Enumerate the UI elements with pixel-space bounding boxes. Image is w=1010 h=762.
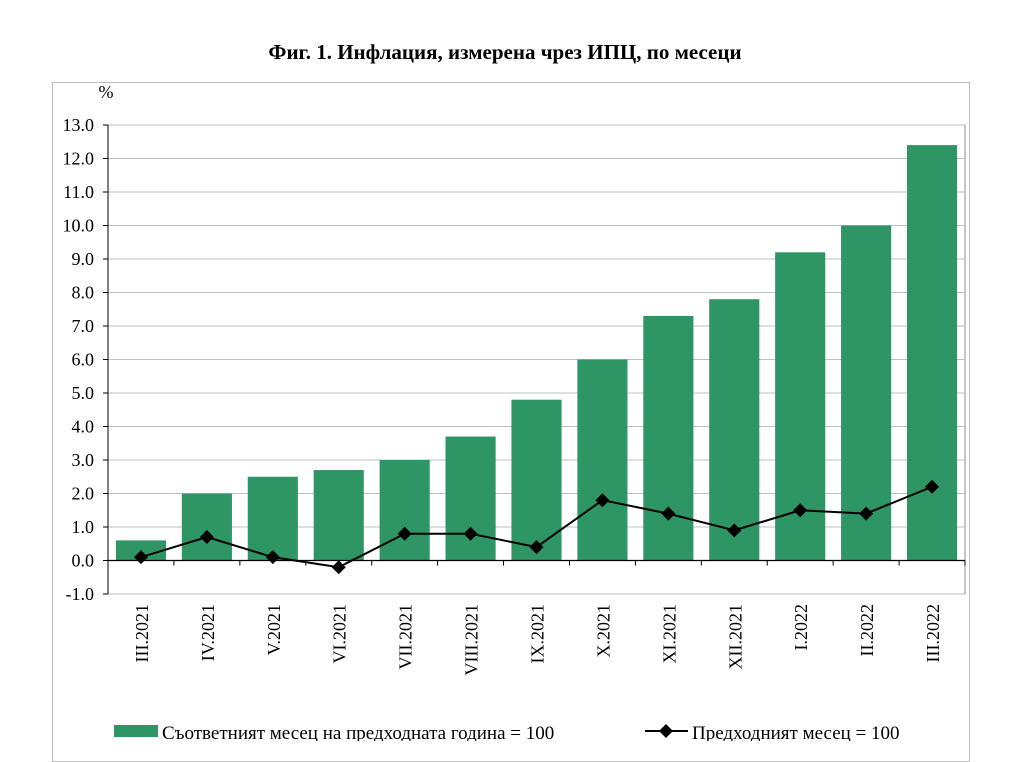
- x-tick-label: VIII.2021: [462, 604, 482, 675]
- bar: [379, 460, 430, 561]
- y-tick-label: 9.0: [72, 249, 95, 269]
- line-marker: [595, 493, 610, 508]
- bar: [906, 145, 958, 561]
- y-tick-label: 1.0: [72, 517, 95, 537]
- x-tick-label: II.2022: [857, 604, 877, 657]
- y-tick-label: 10.0: [63, 216, 95, 236]
- x-tick-label: V.2021: [264, 604, 284, 655]
- bar: [181, 493, 232, 561]
- y-axis-label: %: [99, 82, 114, 102]
- line-marker: [331, 560, 346, 575]
- x-tick-label: IX.2021: [528, 604, 548, 664]
- line-marker: [463, 526, 478, 541]
- bar: [577, 359, 628, 561]
- line-marker: [727, 523, 742, 538]
- line-marker: [265, 550, 280, 565]
- bar: [643, 315, 694, 561]
- line-marker: [529, 540, 544, 555]
- y-tick-label: 12.0: [63, 149, 95, 169]
- x-tick-label: XII.2021: [725, 604, 745, 670]
- y-tick-label: 0.0: [72, 551, 95, 571]
- bar: [445, 436, 496, 561]
- bar: [709, 299, 760, 561]
- line-marker: [859, 506, 874, 521]
- legend-marker-line: [659, 724, 673, 738]
- y-tick-label: -1.0: [66, 584, 95, 604]
- chart-title: Фиг. 1. Инфлация, измерена чрез ИПЦ, по …: [268, 40, 742, 64]
- legend-label-line: Предходният месец = 100: [692, 723, 900, 741]
- legend-swatch-bars: [114, 725, 158, 737]
- y-tick-label: 3.0: [72, 450, 95, 470]
- bar: [247, 476, 298, 561]
- x-tick-label: VI.2021: [330, 604, 350, 664]
- line-marker: [661, 506, 676, 521]
- y-tick-label: 4.0: [72, 417, 95, 437]
- x-tick-label: III.2022: [923, 604, 943, 662]
- y-tick-label: 11.0: [63, 182, 94, 202]
- x-tick-label: X.2021: [593, 604, 613, 658]
- x-tick-label: IV.2021: [198, 604, 218, 661]
- bar: [841, 225, 892, 561]
- x-tick-label: XI.2021: [659, 604, 679, 664]
- line-marker: [199, 530, 214, 545]
- bar: [313, 470, 364, 561]
- line-marker: [793, 503, 808, 518]
- x-tick-label: III.2021: [132, 604, 152, 662]
- chart-svg: -1.0 0.0 1.0 2.0 3.0 4.0 5.0 6.0 7.0 8.0 9.0 10.0 11…: [63, 82, 966, 741]
- y-tick-label: 6.0: [72, 350, 95, 370]
- x-tick-label: I.2022: [791, 604, 811, 651]
- y-tick-label: 2.0: [72, 484, 95, 504]
- y-tick-label: 7.0: [72, 316, 95, 336]
- line-marker: [133, 550, 148, 565]
- y-tick-label: 8.0: [72, 283, 95, 303]
- bar: [511, 399, 562, 561]
- x-tick-label: VII.2021: [396, 604, 416, 670]
- y-tick-label: 13.0: [63, 115, 95, 135]
- y-tick-label: 5.0: [72, 383, 95, 403]
- legend-label-bars: Съответният месец на предходната година …: [162, 723, 554, 741]
- line-marker: [925, 479, 940, 494]
- line-marker: [397, 526, 412, 541]
